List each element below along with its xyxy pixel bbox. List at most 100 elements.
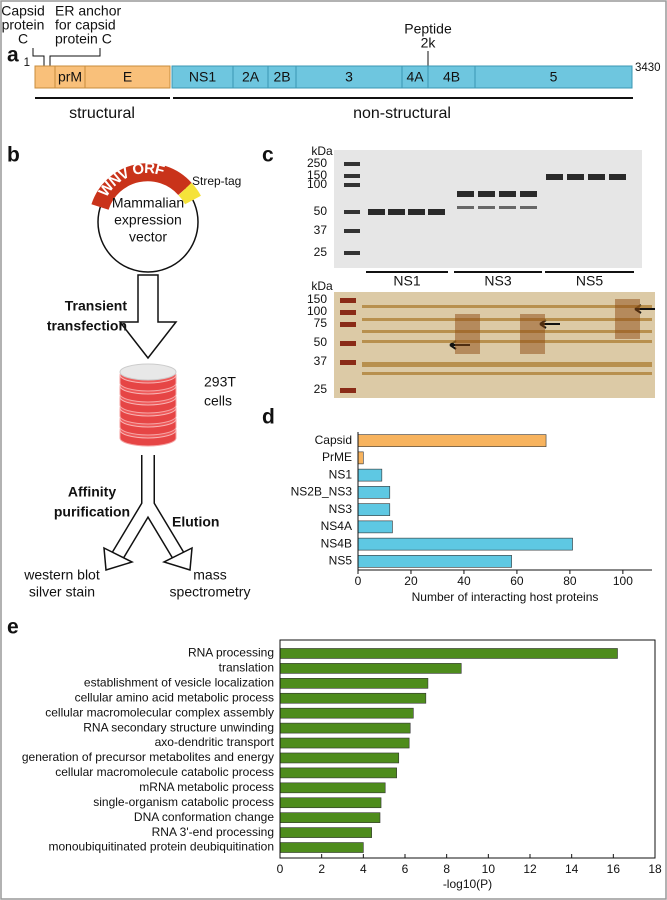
stain-band [615,299,640,339]
marker-label: 37 [314,354,328,368]
y-tick-label: establishment of vesicle localization [84,675,274,689]
marker-label: 150 [307,168,327,182]
y-tick-label: DNA conformation change [134,810,274,824]
segment-label: E [123,69,132,85]
silver-stain [334,292,655,398]
annotation: for capsid [55,17,116,33]
stain-band [362,305,652,308]
blot-band [408,209,425,215]
annotation: 293T [204,374,236,390]
bar [279,737,410,749]
annotation: C [18,31,28,47]
y-tick-label: Capsid [315,433,352,447]
annotation: Peptide [404,21,452,37]
x-tick-label: 2 [318,862,325,876]
panel-label: b [7,144,20,167]
unit-label: kDa [311,279,333,293]
panel-label: e [7,616,19,639]
y-tick-label: cellular macromolecule catabolic process [55,765,274,779]
ladder-band [340,360,356,365]
panel-label: a [7,44,19,67]
x-tick-label: 80 [563,574,577,588]
y-tick-label: NS1 [329,467,353,481]
x-tick-label: 18 [648,862,662,876]
marker-label: 150 [307,292,327,306]
blot-band [478,191,495,197]
y-tick-label: axo-dendritic transport [155,735,275,749]
annotation: expression [114,212,182,228]
y-tick-label: cellular macromolecular complex assembly [45,705,274,719]
stain-band [362,330,652,333]
segment-label: 2B [273,69,290,85]
step-label: Elution [172,514,219,530]
blot-band [546,174,563,180]
annotation: protein C [55,31,112,47]
bar [279,663,462,674]
bar [357,503,391,516]
unit-label: kDa [311,144,333,158]
marker-label: 75 [314,316,328,330]
annotation: protein [2,17,45,33]
annotation: Strep-tag [192,174,241,188]
ladder-band [340,341,356,346]
y-tick-label: generation of precursor metabolites and … [22,750,274,764]
x-tick-label: 0 [277,862,284,876]
panel-label: c [262,144,274,167]
tag-arc [178,182,201,205]
split-arrow-fill [113,454,183,558]
y-tick-label: mRNA metabolic process [139,780,274,794]
disc-top [119,363,177,381]
blot-band [388,209,405,215]
ladder-band [340,388,356,393]
y-tick-label: RNA secondary structure unwinding [83,720,274,734]
x-tick-label: 0 [355,574,362,588]
orf-arc [91,163,192,211]
annotation: western blot [23,567,100,583]
panel-label: d [262,406,275,429]
x-tick-label: 10 [482,862,496,876]
marker-label: 250 [307,156,327,170]
ladder-band [344,174,360,178]
ladder-band [344,229,360,233]
marker-label: 37 [314,223,328,237]
segment-label: 3 [345,69,353,85]
x-tick-label: 14 [565,862,579,876]
marker-label: 100 [307,177,327,191]
segment-label: prM [58,69,82,85]
lane-group-label: NS5 [576,273,603,289]
segment [474,65,633,89]
marker-label: 50 [314,335,328,349]
bar [357,486,391,499]
ladder-band [344,183,360,187]
segment [84,65,171,89]
y-tick-label: monoubiquitinated protein deubiquitinati… [48,840,274,854]
bar [357,555,512,568]
y-tick-label: NS4A [321,519,352,533]
x-tick-label: 4 [360,862,367,876]
arrow-head [161,546,193,571]
blot-band [567,174,584,180]
bar [279,752,400,764]
step-label: Transient [65,298,128,314]
connector [32,48,45,66]
x-tick-label: 60 [510,574,524,588]
arrow [118,274,178,360]
blot-band [520,206,537,209]
bar [357,468,383,482]
x-axis-title: Number of interacting host proteins [412,590,599,604]
lane-group-label: NS3 [484,273,511,289]
y-tick-label: NS5 [329,554,353,568]
bar [279,842,364,853]
annotation: 2k [421,35,437,51]
blot-band [520,191,537,197]
blot-band [428,209,445,215]
bar [357,434,547,447]
step-label: Affinity [68,484,116,500]
segment-label: 4B [443,69,460,85]
position-label: 1 [24,57,30,69]
marker-label: 50 [314,204,328,218]
gels: kDa kDa 25015010050372515010075503725NS1… [307,144,655,398]
x-tick-label: 16 [607,862,621,876]
annotation: spectrometry [170,584,251,600]
